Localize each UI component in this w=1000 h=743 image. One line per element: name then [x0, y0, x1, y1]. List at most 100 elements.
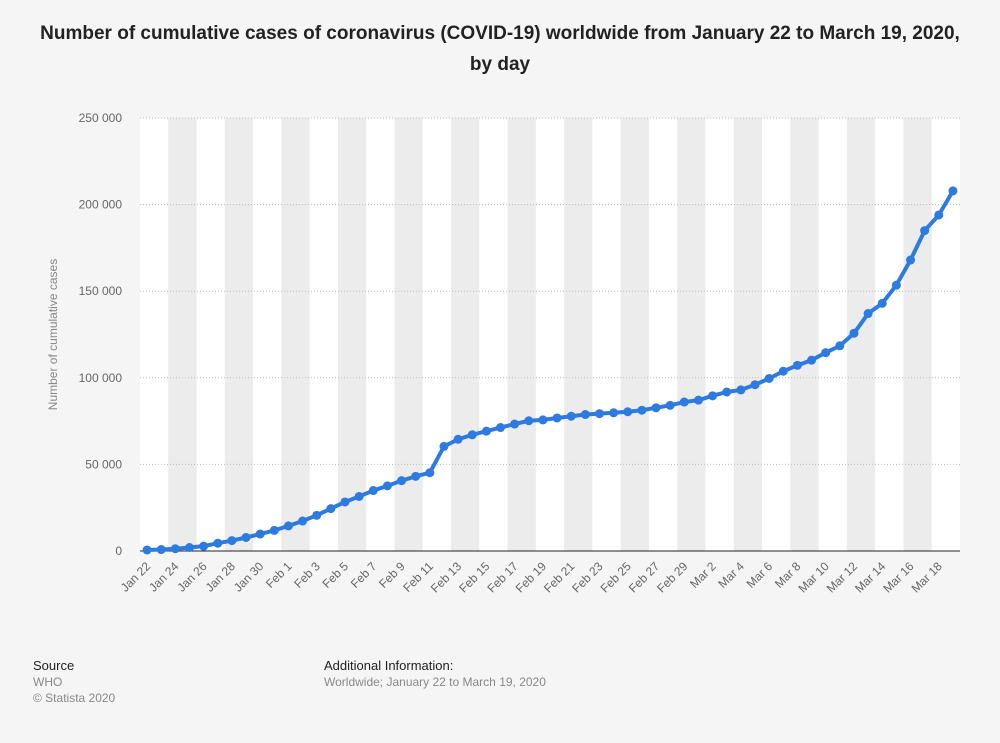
data-point[interactable]: [298, 516, 308, 526]
data-point[interactable]: [679, 397, 689, 407]
data-point[interactable]: [425, 468, 435, 478]
background-band: [648, 118, 678, 551]
y-axis-title: Number of cumulative cases: [46, 259, 60, 410]
x-tick-label: Mar 4: [715, 559, 747, 591]
data-point[interactable]: [792, 360, 802, 370]
x-tick-label: Feb 25: [598, 559, 635, 596]
background-band: [394, 118, 423, 551]
data-point[interactable]: [467, 430, 477, 440]
data-point[interactable]: [241, 532, 251, 542]
data-point[interactable]: [708, 391, 718, 401]
data-point[interactable]: [255, 529, 265, 539]
background-band: [535, 118, 565, 551]
data-point[interactable]: [326, 504, 336, 514]
data-point[interactable]: [368, 486, 378, 496]
background-band: [196, 118, 225, 551]
data-point[interactable]: [849, 328, 859, 338]
background-band: [733, 118, 763, 551]
data-point[interactable]: [821, 348, 831, 358]
chart-title: Number of cumulative cases of coronaviru…: [40, 23, 960, 75]
y-tick-label: 0: [115, 544, 122, 558]
x-tick-label: Feb 13: [428, 559, 465, 596]
data-point[interactable]: [835, 341, 845, 351]
background-band: [366, 118, 395, 551]
x-tick-label: Mar 10: [795, 559, 832, 596]
data-point[interactable]: [170, 544, 180, 554]
background-band: [903, 118, 932, 551]
source-name: WHO: [33, 675, 63, 689]
data-point[interactable]: [948, 186, 958, 196]
data-point[interactable]: [156, 545, 166, 555]
data-point[interactable]: [778, 366, 788, 376]
background-band: [168, 118, 197, 551]
y-tick-label: 50 000: [85, 457, 122, 471]
data-point[interactable]: [510, 419, 520, 429]
data-point[interactable]: [439, 441, 449, 451]
x-tick-label: Mar 18: [909, 559, 946, 596]
data-point[interactable]: [227, 536, 237, 546]
background-band: [253, 118, 282, 551]
data-point[interactable]: [340, 497, 350, 507]
x-tick-label: Jan 22: [118, 559, 154, 595]
data-point[interactable]: [566, 411, 576, 421]
data-point[interactable]: [496, 423, 506, 433]
x-tick-label: Mar 2: [687, 559, 719, 591]
y-tick-label: 100 000: [79, 371, 123, 385]
data-point[interactable]: [651, 403, 661, 413]
data-point[interactable]: [807, 355, 817, 365]
data-point[interactable]: [594, 409, 604, 419]
y-tick-label: 200 000: [79, 198, 123, 212]
background-band: [337, 118, 367, 551]
data-point[interactable]: [199, 541, 209, 551]
background-band: [507, 118, 536, 551]
data-point[interactable]: [665, 400, 675, 410]
data-point[interactable]: [283, 521, 293, 531]
background-band: [564, 118, 593, 551]
data-point[interactable]: [906, 255, 916, 265]
additional-info-label: Additional Information:: [324, 658, 454, 673]
x-tick-label: Feb 3: [291, 559, 323, 591]
data-point[interactable]: [538, 415, 548, 425]
data-point[interactable]: [481, 426, 491, 436]
y-axis-ticks: 0 50 000 100 000 150 000 200 000 250 000: [79, 111, 123, 558]
data-point[interactable]: [891, 280, 901, 290]
data-point[interactable]: [312, 510, 322, 520]
background-band: [677, 118, 706, 551]
data-point[interactable]: [934, 210, 944, 220]
data-point[interactable]: [693, 395, 703, 405]
data-point[interactable]: [736, 385, 746, 395]
data-point[interactable]: [863, 309, 873, 319]
source-block: Source WHO © Statista 2020: [33, 658, 115, 706]
x-tick-label: Feb 21: [541, 559, 578, 596]
data-point[interactable]: [184, 543, 194, 553]
background-band: [224, 118, 254, 551]
x-tick-label: Feb 17: [484, 559, 521, 596]
data-point[interactable]: [213, 538, 223, 548]
data-point[interactable]: [623, 407, 633, 417]
data-point[interactable]: [382, 481, 392, 491]
x-tick-label: Mar 12: [824, 559, 861, 596]
data-point[interactable]: [142, 545, 152, 555]
data-point[interactable]: [524, 416, 534, 426]
background-band: [451, 118, 480, 551]
data-point[interactable]: [411, 471, 421, 481]
data-point[interactable]: [397, 476, 407, 486]
data-point[interactable]: [453, 434, 463, 444]
data-point[interactable]: [750, 380, 760, 390]
data-point[interactable]: [637, 405, 647, 415]
data-point[interactable]: [580, 410, 590, 420]
data-point[interactable]: [354, 491, 364, 501]
data-point[interactable]: [269, 525, 279, 535]
data-point[interactable]: [920, 226, 930, 236]
data-point[interactable]: [877, 298, 887, 308]
x-tick-label: Jan 28: [203, 559, 239, 595]
x-tick-label: Jan 24: [146, 559, 182, 595]
background-band: [705, 118, 734, 551]
data-point[interactable]: [722, 387, 732, 397]
data-point[interactable]: [609, 408, 619, 418]
data-point[interactable]: [552, 413, 562, 423]
x-tick-label: Feb 1: [263, 559, 295, 591]
data-point[interactable]: [764, 373, 774, 383]
y-tick-label: 150 000: [79, 284, 123, 298]
